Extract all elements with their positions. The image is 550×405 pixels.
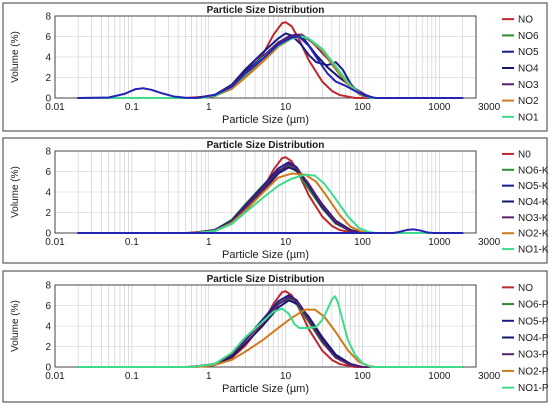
x-tick-label: 0.1: [125, 237, 139, 248]
y-axis-label: Volume (%): [10, 31, 21, 83]
y-tick-label: 8: [45, 12, 51, 23]
legend-label: NO: [518, 283, 533, 294]
x-axis-label: Particle Size (µm): [222, 383, 309, 395]
x-tick-label: 0.01: [45, 371, 65, 382]
x-tick-label: 100: [354, 102, 371, 113]
legend-label: NO6: [518, 31, 539, 42]
legend-label: NO6-K: [518, 165, 549, 176]
x-tick-label: 1000: [428, 371, 451, 382]
legend-label: NO5: [518, 47, 539, 58]
y-tick-label: 6: [45, 301, 51, 312]
chart-panel-2: 0 2 4 6 8 0.01 0.1 1 10 100 1000 3000 Particle Size …: [2, 137, 549, 264]
chart-title: Particle Size Distribution: [207, 5, 325, 16]
x-tick-label: 1: [206, 371, 212, 382]
y-tick-label: 4: [45, 322, 51, 333]
legend-label: NO1: [518, 112, 539, 123]
x-tick-label: 1: [206, 102, 212, 113]
panel-frame: [2, 270, 548, 403]
x-tick-label: 0.1: [125, 371, 139, 382]
plot-area: [54, 284, 477, 368]
x-tick-label: 1000: [428, 102, 451, 113]
legend-label: NO2-K: [518, 229, 549, 240]
legend-label: NO1-P: [518, 383, 549, 394]
x-tick-label: 0.01: [45, 102, 65, 113]
legend-label: NO4-P: [518, 333, 549, 344]
x-tick-label: 10: [280, 102, 292, 113]
legend-label: NO5-P: [518, 316, 549, 327]
x-tick-label: 10: [280, 237, 292, 248]
legend-label: NO: [518, 15, 533, 26]
series-group: [77, 290, 464, 368]
x-tick-label: 3000: [478, 102, 501, 113]
y-tick-label: 0: [45, 229, 51, 240]
legend-label: NO5-K: [518, 181, 549, 192]
panel-frame: [2, 2, 548, 132]
y-axis-label: Volume (%): [10, 300, 21, 352]
y-tick-label: 0: [45, 363, 51, 374]
x-tick-label: 3000: [478, 237, 501, 248]
x-tick-label: 10: [280, 371, 292, 382]
legend: NO NO6 NO5 NO4 NO3 NO2 NO1: [502, 15, 539, 123]
legend: N0 NO6-K NO5-K NO4-K NO3-K NO2-K NO1-K: [502, 149, 549, 256]
legend-label: NO3: [518, 80, 539, 91]
x-axis-label: Particle Size (µm): [222, 114, 309, 126]
y-tick-label: 4: [45, 53, 51, 64]
x-tick-label: 1000: [428, 237, 451, 248]
y-tick-label: 2: [45, 73, 51, 84]
chart-title: Particle Size Distribution: [207, 140, 325, 151]
series-group: [77, 156, 464, 234]
legend-label: NO4-K: [518, 197, 549, 208]
legend-label: NO1-K: [518, 245, 549, 256]
y-tick-label: 2: [45, 342, 51, 353]
y-tick-label: 6: [45, 167, 51, 178]
y-axis-label: Volume (%): [10, 166, 21, 218]
x-tick-label: 3000: [478, 371, 501, 382]
x-tick-label: 100: [354, 237, 371, 248]
series-line: [77, 295, 464, 368]
legend-label: NO6-P: [518, 300, 549, 311]
chart-panel-3: 0 2 4 6 8 0.01 0.1 1 10 100 1000 3000 Particle Size …: [2, 270, 549, 403]
legend-label: NO3-K: [518, 213, 549, 224]
y-tick-label: 4: [45, 188, 51, 199]
legend-label: NO2: [518, 96, 539, 107]
series-group: [77, 21, 464, 99]
panel-frame: [2, 137, 548, 264]
x-axis-label: Particle Size (µm): [222, 249, 309, 261]
chart-title: Particle Size Distribution: [207, 274, 325, 285]
legend-label: NO3-P: [518, 350, 549, 361]
chart-panel-1: 0 2 4 6 8 0.01 0.1 1 10 100 1000 3000 Particle Size …: [2, 2, 548, 132]
y-tick-label: 2: [45, 208, 51, 219]
series-line: [77, 228, 464, 234]
x-tick-label: 0.1: [125, 102, 139, 113]
legend: NO NO6-P NO5-P NO4-P NO3-P NO2-P NO1-P: [502, 283, 549, 394]
legend-label: N0: [518, 149, 531, 160]
y-tick-label: 6: [45, 32, 51, 43]
y-tick-label: 8: [45, 147, 51, 158]
series-line: [77, 35, 464, 99]
legend-label: NO4: [518, 64, 539, 75]
legend-label: NO2-P: [518, 366, 549, 377]
y-tick-label: 8: [45, 281, 51, 292]
plot-area: [54, 15, 477, 99]
x-tick-label: 0.01: [45, 237, 65, 248]
x-tick-label: 1: [206, 237, 212, 248]
series-line: [77, 173, 464, 234]
x-tick-label: 100: [354, 371, 371, 382]
y-tick-label: 0: [45, 94, 51, 105]
